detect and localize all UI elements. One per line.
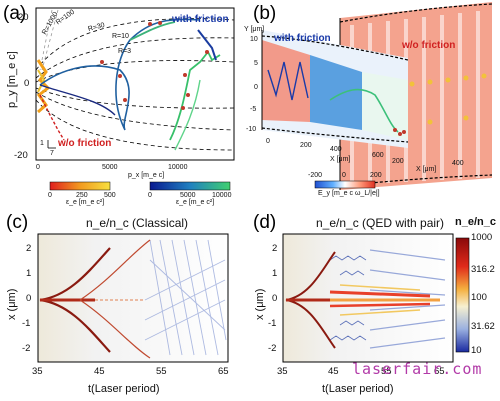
b-xtick-left-2: 600 <box>372 152 384 159</box>
panel-a-letter: (a) <box>3 3 27 24</box>
b-ytick-4: -10 <box>246 126 257 133</box>
d-xlabel: t(Laser period) <box>322 383 394 395</box>
d-cb-tick-4: 10 <box>471 345 482 356</box>
a-xlabel: p_x [m_e c] <box>128 172 165 179</box>
b-ytick-1: 5 <box>254 60 258 67</box>
c-xtick-1: 45 <box>94 366 105 377</box>
d-cb-tick-1: 316.2 <box>471 264 495 275</box>
a-xtick-0: 0 <box>36 164 40 171</box>
a-curve-label-4: R=3 <box>118 48 132 55</box>
b-cb-tick-1: 0 <box>342 172 346 179</box>
a-xtick-2: 10000 <box>168 164 188 171</box>
panel-d-letter: (d) <box>253 212 277 233</box>
c-xlabel: t(Laser period) <box>88 383 160 395</box>
d-ytick-2: 0 <box>272 293 278 304</box>
watermark: laserfair.com <box>352 360 483 378</box>
a-scale-label-2: 7 <box>50 150 54 157</box>
d-ytick-0: 2 <box>272 243 278 254</box>
b-ytick-0: 10 <box>250 36 258 43</box>
c-ytick-4: -2 <box>22 343 31 354</box>
d-title: n_e/n_c (QED with pair) <box>316 216 445 230</box>
a-wo-friction-label: w/o friction <box>58 138 112 149</box>
d-xtick-0: 35 <box>277 366 288 377</box>
b-xlabel-right: X [μm] <box>416 166 437 173</box>
a-cb2-tick-2: 10000 <box>212 192 232 199</box>
d-ytick-4: -2 <box>268 343 277 354</box>
a-xtick-1: 5000 <box>102 164 118 171</box>
a-ytick-0: 20 <box>18 12 29 23</box>
a-cb2-label: ε_e [m_e c²] <box>176 199 215 206</box>
d-cb-tick-3: 31.62 <box>471 321 495 332</box>
b-xtick-right-0: 200 <box>392 158 404 165</box>
panel-c-letter: (c) <box>6 212 29 233</box>
d-cb-tick-2: 100 <box>471 292 487 303</box>
b-wo-friction-label: w/o friction <box>402 40 456 51</box>
c-xtick-2: 55 <box>156 366 167 377</box>
a-cb2-tick-0: 0 <box>148 192 152 199</box>
b-cb-tick-0: -200 <box>308 172 323 179</box>
a-cb1-tick-1: 250 <box>76 192 88 199</box>
a-scale-label: 1 <box>40 140 44 147</box>
panel-b-letter: (b) <box>253 3 277 24</box>
c-ytick-1: 1 <box>26 268 32 279</box>
a-ytick-2: -20 <box>14 150 28 161</box>
a-cb1-label: ε_e [m_e c²] <box>66 199 105 206</box>
c-title: n_e/n_c (Classical) <box>86 216 189 230</box>
c-ytick-3: -1 <box>22 318 31 329</box>
b-xtick-left-1: 400 <box>330 146 342 153</box>
a-with-friction-label: with friction <box>172 14 229 25</box>
b-ylabel: Y [μm] <box>244 26 265 33</box>
d-ytick-1: 1 <box>272 268 278 279</box>
c-xtick-0: 35 <box>32 366 43 377</box>
d-ylabel: x (μm) <box>254 288 266 320</box>
b-cb-tick-2: 200 <box>370 172 382 179</box>
c-xtick-3: 65 <box>218 366 229 377</box>
d-xtick-3: 65 <box>434 366 445 377</box>
b-x0: 0 <box>266 138 270 145</box>
a-curve-label-3: R=10 <box>112 33 129 40</box>
c-ytick-0: 2 <box>26 243 32 254</box>
c-ytick-2: 0 <box>26 293 32 304</box>
b-xlabel-left: X [μm] <box>330 156 351 163</box>
b-cb-label: E_y [m_e c ω_L/|e|] <box>318 190 380 197</box>
b-with-friction-label: with friction <box>274 33 331 44</box>
b-xtick-left-0: 200 <box>300 142 312 149</box>
b-xtick-right-1: 400 <box>452 160 464 167</box>
d-colorbar-title: n_e/n_c <box>455 216 496 228</box>
a-ytick-1: 0 <box>24 78 30 89</box>
b-ytick-2: 0 <box>254 84 258 91</box>
d-xtick-1: 45 <box>328 366 339 377</box>
d-cb-tick-0: 1000 <box>471 232 493 243</box>
a-cb1-tick-2: 500 <box>104 192 116 199</box>
d-ytick-3: -1 <box>268 318 277 329</box>
d-xtick-2: 55 <box>381 366 392 377</box>
a-cb2-tick-1: 5000 <box>180 192 196 199</box>
a-cb1-tick-0: 0 <box>48 192 52 199</box>
b-ytick-3: -5 <box>250 106 257 113</box>
